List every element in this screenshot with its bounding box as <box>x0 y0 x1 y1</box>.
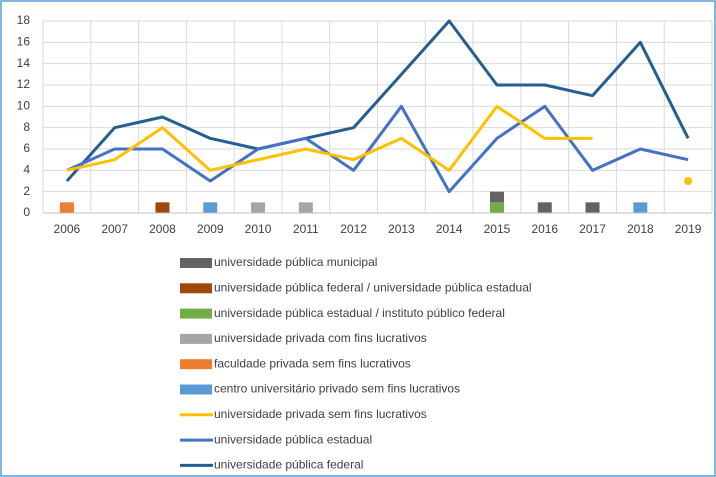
bar <box>489 191 504 203</box>
legend-swatch <box>180 258 212 268</box>
legend-swatch <box>180 384 212 395</box>
x-tick-label: 2015 <box>484 222 511 236</box>
y-tick-label: 8 <box>23 120 30 134</box>
legend-label: universidade pública federal <box>214 458 363 472</box>
line <box>66 104 689 194</box>
legend-swatch <box>180 308 212 319</box>
bar <box>537 202 552 213</box>
line-point <box>684 177 693 185</box>
bar <box>489 202 504 213</box>
legend-swatch <box>180 359 212 370</box>
y-tick-label: 4 <box>23 163 30 177</box>
y-tick-label: 10 <box>17 99 31 113</box>
y-tick-label: 2 <box>23 184 30 198</box>
x-tick-label: 2017 <box>579 222 606 236</box>
legend-label: universidade privada sem fins lucrativos <box>214 407 427 421</box>
legend-label: universidade pública estadual / institut… <box>214 306 505 320</box>
y-tick-label: 12 <box>17 77 31 91</box>
x-tick-label: 2010 <box>245 222 272 236</box>
legend-swatch <box>180 283 212 294</box>
x-tick-label: 2016 <box>531 222 558 236</box>
x-tick-label: 2006 <box>54 222 81 236</box>
x-tick-label: 2018 <box>627 222 654 236</box>
x-tick-label: 2014 <box>436 222 463 236</box>
line <box>66 104 593 172</box>
bar <box>633 202 648 213</box>
x-tick-label: 2012 <box>340 222 367 236</box>
legend-label: universidade pública municipal <box>214 255 377 269</box>
bar <box>203 202 218 213</box>
line <box>65 19 690 183</box>
bar <box>251 202 266 213</box>
x-tick-label: 2008 <box>149 222 176 236</box>
y-tick-label: 6 <box>23 141 30 155</box>
y-tick-label: 16 <box>17 35 31 49</box>
legend-label: faculdade privada sem fins lucrativos <box>214 356 411 370</box>
legend-swatch <box>180 333 212 344</box>
y-tick-label: 0 <box>23 205 30 219</box>
legend-label: universidade pública federal / universid… <box>214 280 532 294</box>
x-tick-label: 2013 <box>388 222 415 236</box>
y-tick-label: 18 <box>17 13 31 27</box>
x-tick-label: 2019 <box>675 222 702 236</box>
bar <box>585 202 600 213</box>
x-tick-label: 2007 <box>101 222 128 236</box>
legend-label: universidade pública estadual <box>214 432 372 446</box>
x-tick-label: 2009 <box>197 222 224 236</box>
legend-label: universidade privada com fins lucrativos <box>214 331 427 345</box>
x-tick-label: 2011 <box>293 222 319 236</box>
bar <box>298 202 313 213</box>
bar <box>155 202 170 213</box>
bar <box>59 202 74 213</box>
y-tick-label: 14 <box>17 56 31 70</box>
legend-label: centro universitário privado sem fins lu… <box>214 382 460 396</box>
